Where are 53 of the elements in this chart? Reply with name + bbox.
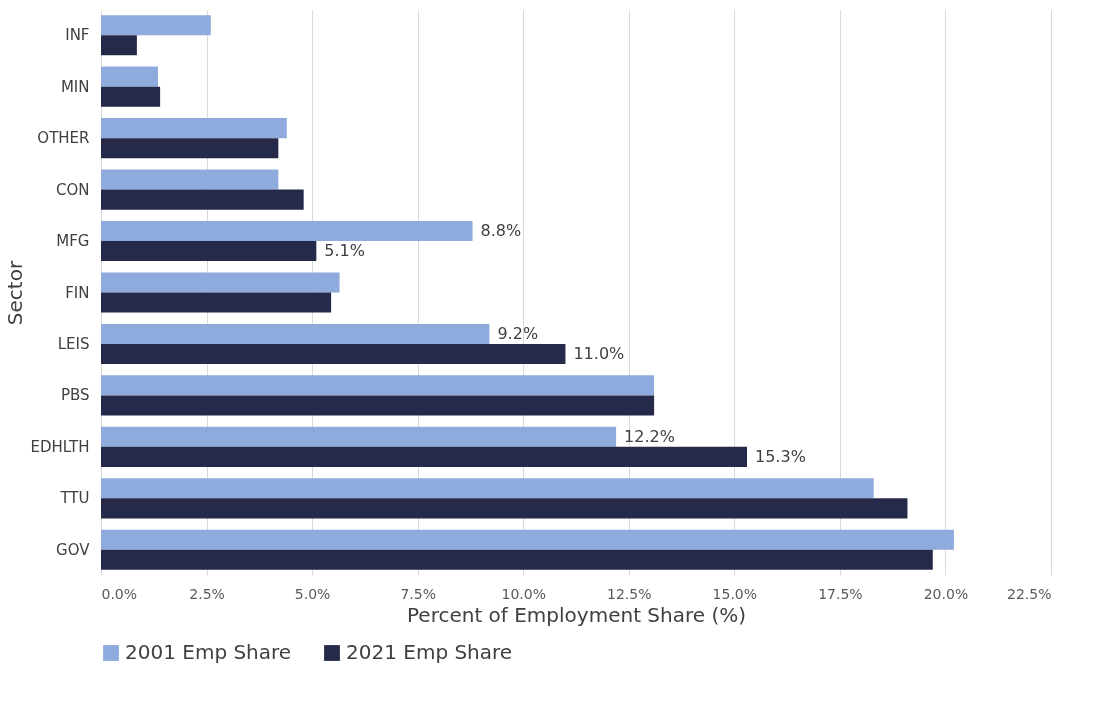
x-tick-label: 0.0%	[101, 585, 138, 602]
x-tick-label: 7.5%	[400, 585, 436, 602]
bar	[101, 446, 747, 467]
data-label: 9.2%	[497, 323, 539, 343]
bar	[101, 292, 332, 313]
bar	[101, 323, 490, 344]
y-tick-label: MFG	[56, 232, 90, 251]
data-label: 11.0%	[573, 343, 625, 363]
bar	[101, 169, 279, 190]
bar	[101, 272, 340, 293]
data-label: 15.3%	[755, 446, 806, 466]
y-axis-title: Sector	[3, 260, 28, 326]
bar	[101, 498, 908, 519]
bar	[101, 395, 655, 416]
x-tick-label: 10.0%	[501, 585, 546, 602]
y-tick-label: GOV	[56, 540, 91, 559]
bar	[101, 138, 279, 159]
y-tick-label: EDHLTH	[30, 437, 90, 456]
bar	[101, 478, 874, 499]
bar	[101, 15, 211, 36]
x-axis-title: Percent of Employment Share (%)	[406, 602, 747, 627]
y-tick-label: TTU	[59, 489, 90, 508]
bar	[101, 426, 617, 447]
bar	[101, 549, 933, 570]
bar	[101, 189, 304, 210]
bar	[101, 375, 655, 396]
x-tick-label: 12.5%	[607, 585, 652, 602]
data-label: 5.1%	[324, 241, 365, 261]
bar	[101, 118, 287, 139]
y-tick-label: INF	[65, 26, 90, 45]
y-tick-label: OTHER	[37, 129, 90, 148]
x-tick-label: 20.0%	[923, 585, 969, 602]
x-tick-label: 22.5%	[1007, 585, 1052, 602]
bar	[101, 86, 161, 107]
x-tick-label: 5.0%	[294, 585, 331, 602]
y-tick-label: PBS	[60, 386, 90, 405]
bar	[101, 529, 954, 550]
bar	[101, 343, 566, 365]
y-tick-label: CON	[55, 180, 90, 199]
bar	[101, 35, 137, 56]
data-label: 8.8%	[480, 221, 522, 241]
x-tick-label: 2.5%	[189, 585, 225, 602]
y-tick-label: FIN	[65, 283, 90, 302]
legend-label: 2021 Emp Share	[346, 640, 513, 664]
data-label: 12.2%	[624, 426, 675, 446]
legend-label: 2001 Emp Share	[125, 640, 292, 664]
y-tick-label: MIN	[60, 77, 90, 96]
bar	[101, 241, 317, 262]
x-tick-label: 17.5%	[818, 585, 863, 602]
x-tick-label: 15.0%	[712, 585, 758, 602]
y-tick-label: LEIS	[57, 334, 90, 353]
bar	[101, 66, 158, 87]
bar	[101, 220, 473, 242]
